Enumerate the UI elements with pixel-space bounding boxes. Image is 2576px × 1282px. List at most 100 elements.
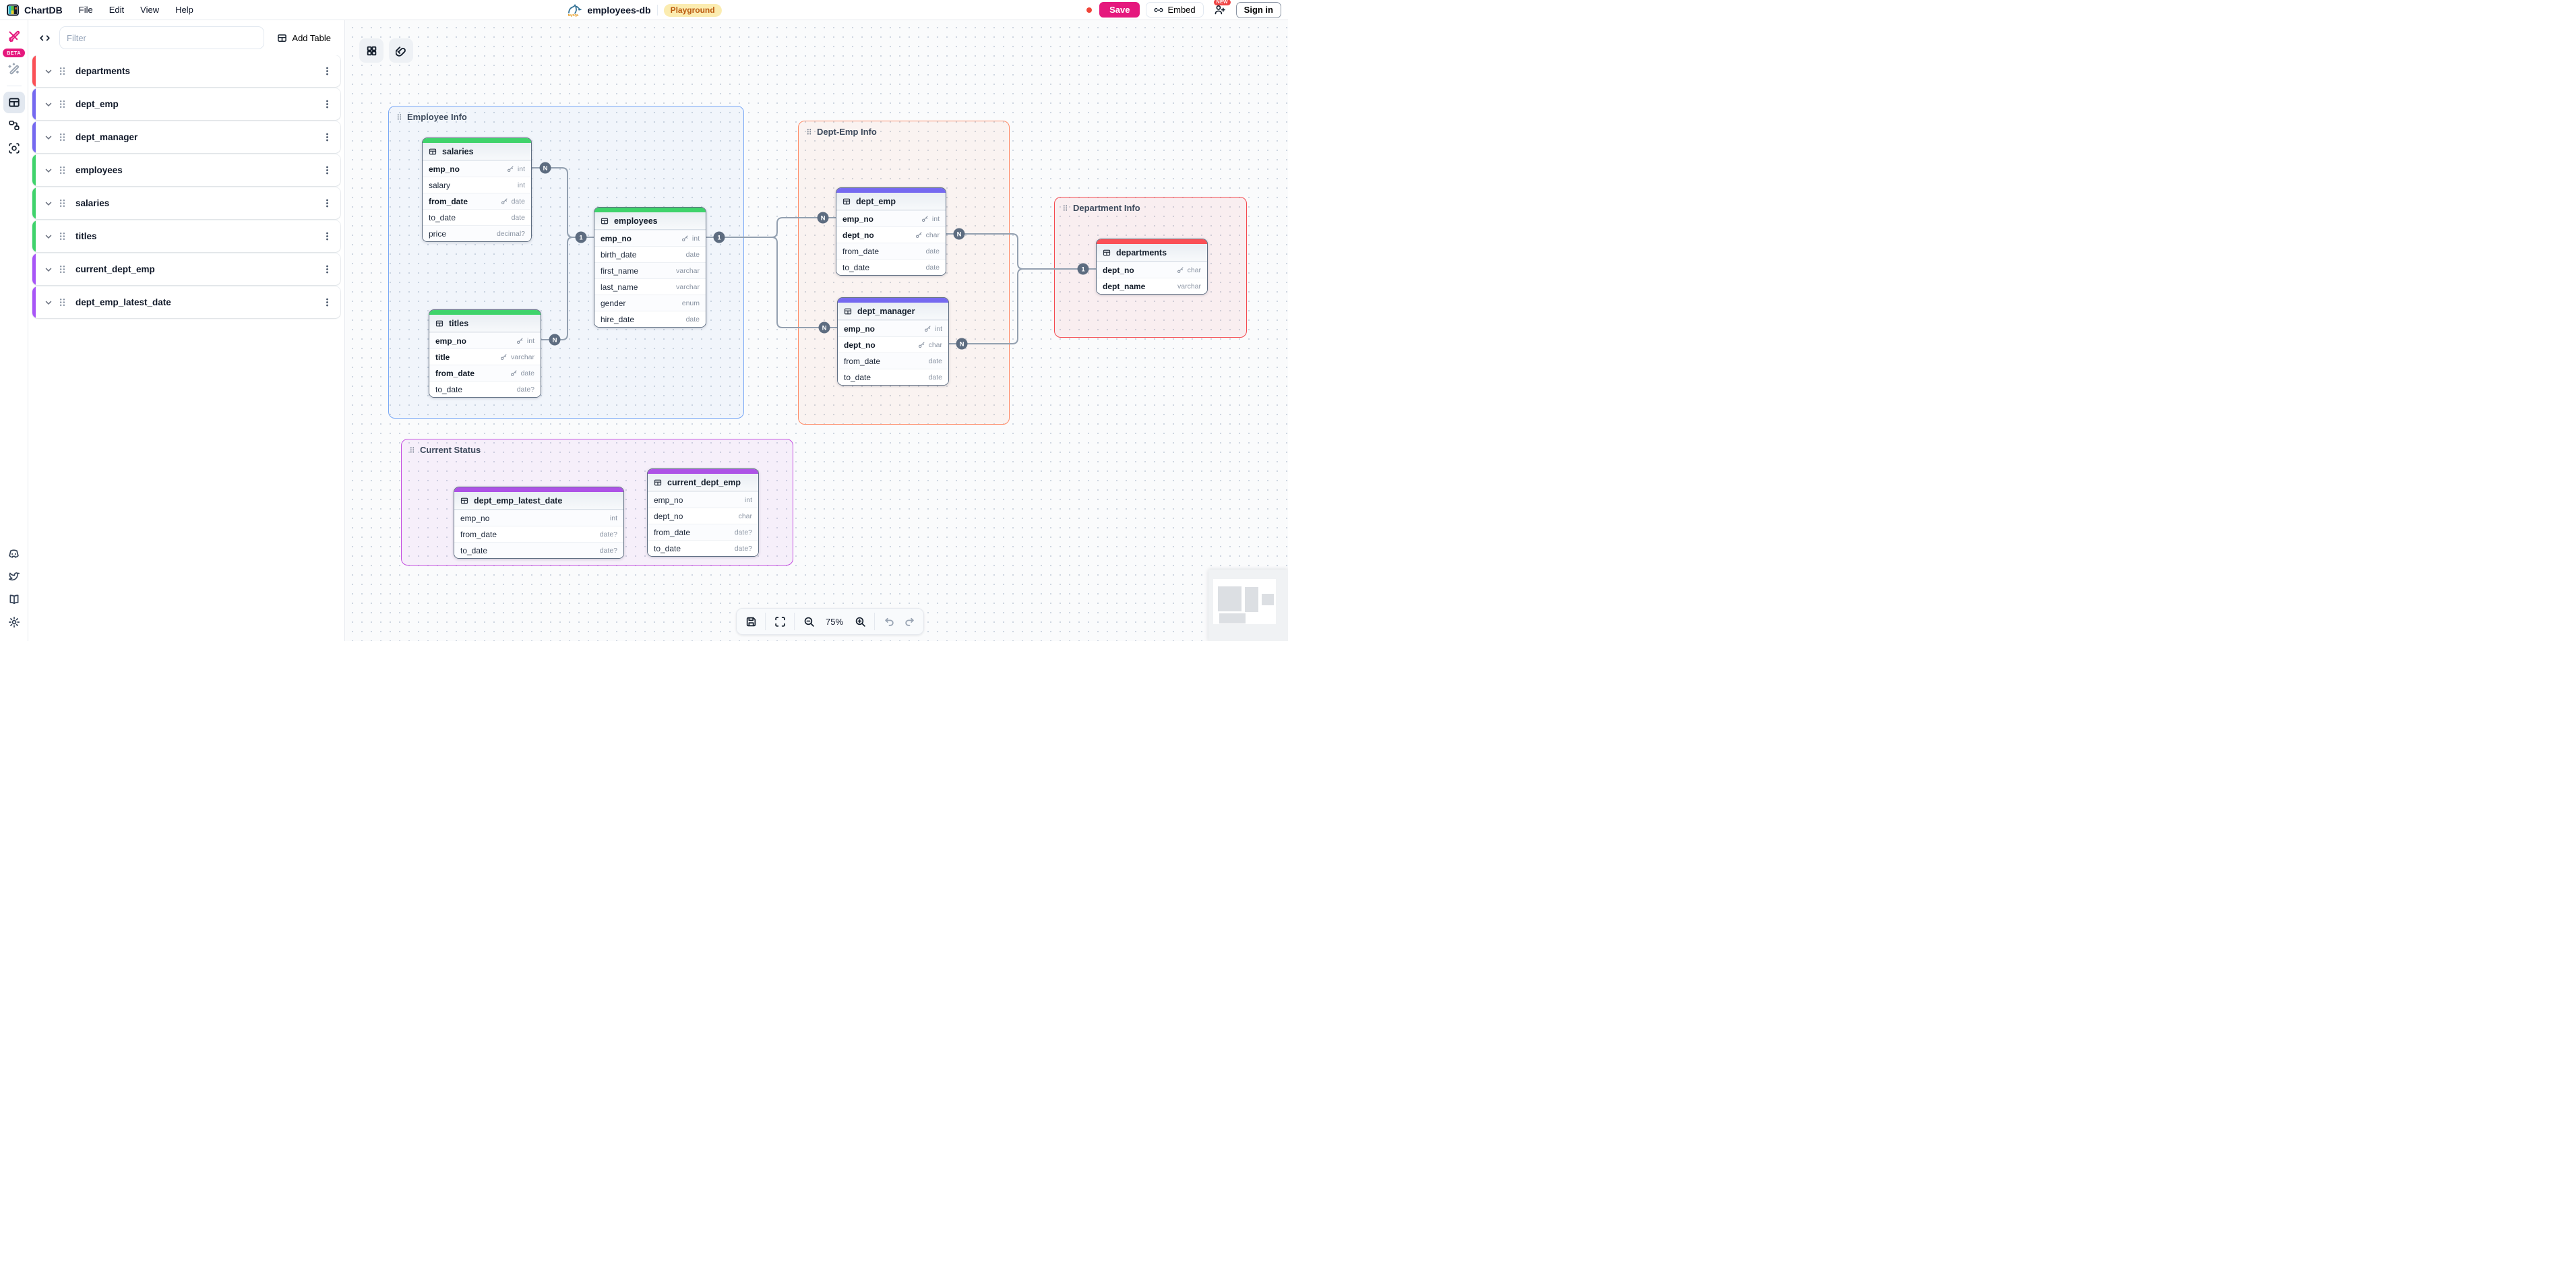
field-row-first_name[interactable]: first_name varchar (594, 262, 706, 278)
drag-handle-icon[interactable] (57, 231, 67, 241)
field-row-to_date[interactable]: to_date date? (648, 540, 758, 556)
area-label[interactable]: Department Info (1055, 197, 1147, 218)
field-row-emp_no[interactable]: emp_no int (838, 320, 948, 336)
drag-handle-icon[interactable] (57, 297, 67, 307)
table-header[interactable]: dept_emp_latest_date (454, 492, 623, 510)
snap-magnet-button[interactable] (389, 38, 413, 63)
chevron-down-icon[interactable] (44, 232, 53, 241)
field-row-emp_no[interactable]: emp_no int (648, 491, 758, 508)
field-row-emp_no[interactable]: emp_no int (429, 332, 541, 348)
save-diagram-button[interactable] (741, 611, 761, 632)
field-row-to_date[interactable]: to_date date (836, 259, 946, 275)
edge-salaries-employees[interactable] (532, 167, 594, 238)
field-row-salary[interactable]: salary int (423, 177, 531, 193)
magic-wand-icon[interactable] (3, 57, 25, 79)
table-header[interactable]: titles (429, 315, 541, 332)
table-menu-icon[interactable] (318, 227, 336, 245)
table-menu-icon[interactable] (318, 161, 336, 179)
area-label[interactable]: Dept-Emp Info (799, 121, 884, 142)
show-all-grid-button[interactable] (359, 38, 384, 63)
sidebar-table-item-departments[interactable]: departments (32, 55, 340, 87)
discord-icon[interactable] (3, 543, 25, 564)
canvas-table-employees[interactable]: employees emp_no int birth_date date first_na… (594, 207, 706, 328)
canvas-table-dept_emp_latest_date[interactable]: dept_emp_latest_date emp_no int from_date da… (454, 487, 624, 559)
edge-titles-employees[interactable] (541, 237, 594, 340)
field-row-emp_no[interactable]: emp_no int (836, 210, 946, 226)
chevron-down-icon[interactable] (44, 199, 53, 208)
redo-button[interactable] (899, 611, 919, 632)
table-menu-icon[interactable] (318, 62, 336, 80)
canvas-table-salaries[interactable]: salaries emp_no int salary int from_date date t… (422, 138, 532, 242)
relationships-panel-icon[interactable] (3, 115, 25, 136)
table-header[interactable]: salaries (423, 143, 531, 160)
buckle-ai-icon[interactable] (3, 25, 25, 47)
tables-panel-icon[interactable] (3, 92, 25, 113)
sidebar-table-item-titles[interactable]: titles (32, 220, 340, 252)
field-row-dept_no[interactable]: dept_no char (648, 508, 758, 524)
field-row-dept_name[interactable]: dept_name varchar (1097, 278, 1207, 294)
area-label[interactable]: Employee Info (389, 106, 474, 127)
settings-gear-icon[interactable] (3, 611, 25, 633)
table-menu-icon[interactable] (318, 95, 336, 113)
menu-view[interactable]: View (140, 5, 160, 15)
fit-view-button[interactable] (770, 611, 790, 632)
canvas-table-current_dept_emp[interactable]: current_dept_emp emp_no int dept_no char from… (647, 468, 759, 557)
table-header[interactable]: current_dept_emp (648, 474, 758, 491)
sidebar-table-item-employees[interactable]: employees (32, 154, 340, 186)
canvas-table-titles[interactable]: titles emp_no int title varchar from_date date… (429, 309, 541, 398)
chevron-down-icon[interactable] (44, 133, 53, 142)
chevron-down-icon[interactable] (44, 100, 53, 109)
edge-dept_emp-departments[interactable] (946, 233, 1096, 270)
table-menu-icon[interactable] (318, 293, 336, 311)
canvas-table-dept_emp[interactable]: dept_emp emp_no int dept_no char from_date dat… (836, 187, 946, 276)
table-header[interactable]: departments (1097, 244, 1207, 262)
sidebar-table-item-salaries[interactable]: salaries (32, 187, 340, 219)
sidebar-table-item-dept_emp_latest_date[interactable]: dept_emp_latest_date (32, 286, 340, 318)
undo-button[interactable] (879, 611, 899, 632)
drag-handle-icon[interactable] (57, 165, 67, 175)
drag-handle-icon[interactable] (57, 66, 67, 76)
field-row-to_date[interactable]: to_date date? (454, 542, 623, 558)
menu-help[interactable]: Help (175, 5, 193, 15)
chevron-down-icon[interactable] (44, 67, 53, 76)
field-row-emp_no[interactable]: emp_no int (423, 160, 531, 177)
table-menu-icon[interactable] (318, 128, 336, 146)
edge-employees-dept_manager[interactable] (706, 237, 837, 328)
sidebar-table-item-current_dept_emp[interactable]: current_dept_emp (32, 253, 340, 285)
field-row-gender[interactable]: gender enum (594, 295, 706, 311)
table-header[interactable]: dept_emp (836, 193, 946, 210)
docs-book-icon[interactable] (3, 588, 25, 610)
field-row-from_date[interactable]: from_date date? (648, 524, 758, 540)
canvas-table-departments[interactable]: departments dept_no char dept_name varchar (1096, 239, 1208, 295)
field-row-emp_no[interactable]: emp_no int (594, 230, 706, 246)
sign-in-button[interactable]: Sign in (1235, 1, 1281, 18)
invite-user-button[interactable]: NEW (1210, 0, 1231, 19)
field-row-emp_no[interactable]: emp_no int (454, 510, 623, 526)
filter-input[interactable] (59, 26, 265, 49)
edge-employees-dept_emp[interactable] (706, 217, 836, 238)
field-row-from_date[interactable]: from_date date (423, 193, 531, 209)
drag-handle-icon[interactable] (57, 132, 67, 142)
field-row-from_date[interactable]: from_date date (429, 365, 541, 381)
field-row-title[interactable]: title varchar (429, 348, 541, 365)
chevron-down-icon[interactable] (44, 166, 53, 175)
canvas-table-dept_manager[interactable]: dept_manager emp_no int dept_no char from_dat… (837, 297, 949, 386)
field-row-price[interactable]: price decimal? (423, 225, 531, 241)
field-row-birth_date[interactable]: birth_date date (594, 246, 706, 262)
diagram-canvas[interactable]: 75% (345, 20, 1288, 641)
field-row-hire_date[interactable]: hire_date date (594, 311, 706, 327)
diagram-name[interactable]: employees-db (587, 5, 651, 16)
table-header[interactable]: dept_manager (838, 303, 948, 320)
field-row-dept_no[interactable]: dept_no char (838, 336, 948, 353)
sidebar-table-item-dept_manager[interactable]: dept_manager (32, 121, 340, 153)
drag-handle-icon[interactable] (57, 198, 67, 208)
table-menu-icon[interactable] (318, 194, 336, 212)
drag-handle-icon[interactable] (57, 264, 67, 274)
view-code-icon[interactable] (36, 30, 53, 47)
drag-handle-icon[interactable] (57, 99, 67, 109)
field-row-from_date[interactable]: from_date date (838, 353, 948, 369)
area-label[interactable]: Current Status (402, 439, 487, 460)
add-table-button[interactable]: Add Table (270, 28, 338, 48)
zoom-level-label[interactable]: 75% (825, 616, 844, 627)
field-row-last_name[interactable]: last_name varchar (594, 278, 706, 295)
